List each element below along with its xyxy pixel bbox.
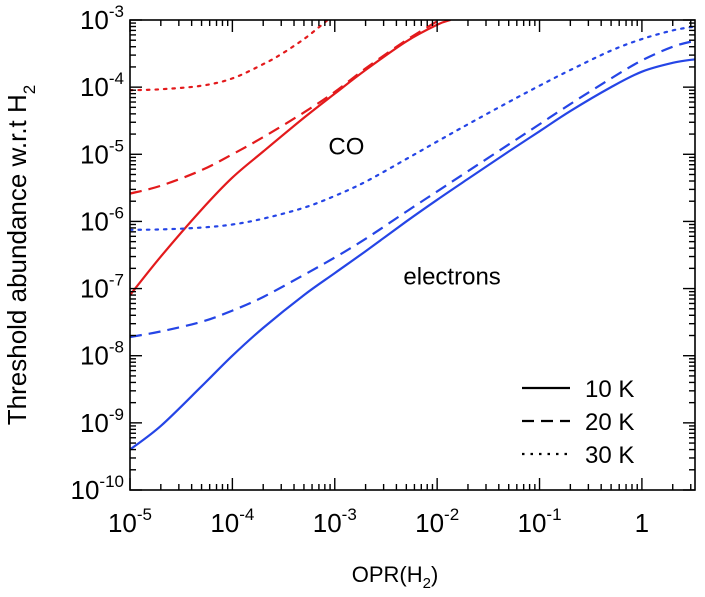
plot-frame <box>129 19 696 491</box>
y-tick-label: 10-6 <box>80 203 124 236</box>
y-tick-label: 10-4 <box>80 69 124 102</box>
y-tick-label: 10-9 <box>80 405 124 438</box>
x-tick-label: 10-5 <box>108 505 152 538</box>
x-tick-label: 10-1 <box>518 505 562 538</box>
annotation-electrons: electrons <box>403 264 500 291</box>
series-electrons-20k-line <box>130 39 695 339</box>
x-tick-label: 10-4 <box>210 505 254 538</box>
legend-label: 10 K <box>585 376 634 403</box>
x-tick-label: 10-2 <box>415 505 459 538</box>
series-electrons-10k-line <box>130 58 695 451</box>
series-co-20k-line <box>130 20 440 195</box>
y-axis-label: Threshold abundance w.r.t H2 <box>2 85 39 425</box>
x-tick-label: 10-3 <box>313 505 357 538</box>
annotation-layer: CO electrons <box>328 134 500 291</box>
legend: 10 K 20 K 30 K <box>522 376 634 469</box>
y-tick-label: 10-8 <box>80 338 124 371</box>
series-electrons-30k-line <box>130 25 695 231</box>
y-tick-label: 10-5 <box>80 136 124 169</box>
y-tick-label: 10-3 <box>80 2 124 35</box>
series-layer <box>130 20 695 451</box>
x-tick-label: 1 <box>635 508 649 538</box>
annotation-co: CO <box>328 134 364 161</box>
x-axis-label: OPR(H2) <box>352 562 439 592</box>
y-tick-label: 10-10 <box>71 472 125 505</box>
ticks-layer: 10-5 10-4 10-3 10-2 10-1 1 10-10 10-9 10-8 10-7 10… <box>71 2 695 538</box>
series-co-10k-line <box>130 20 451 296</box>
series-co-30k-line <box>130 20 329 92</box>
legend-label: 30 K <box>585 442 634 469</box>
legend-label: 20 K <box>585 409 634 436</box>
y-tick-label: 10-7 <box>80 271 124 304</box>
